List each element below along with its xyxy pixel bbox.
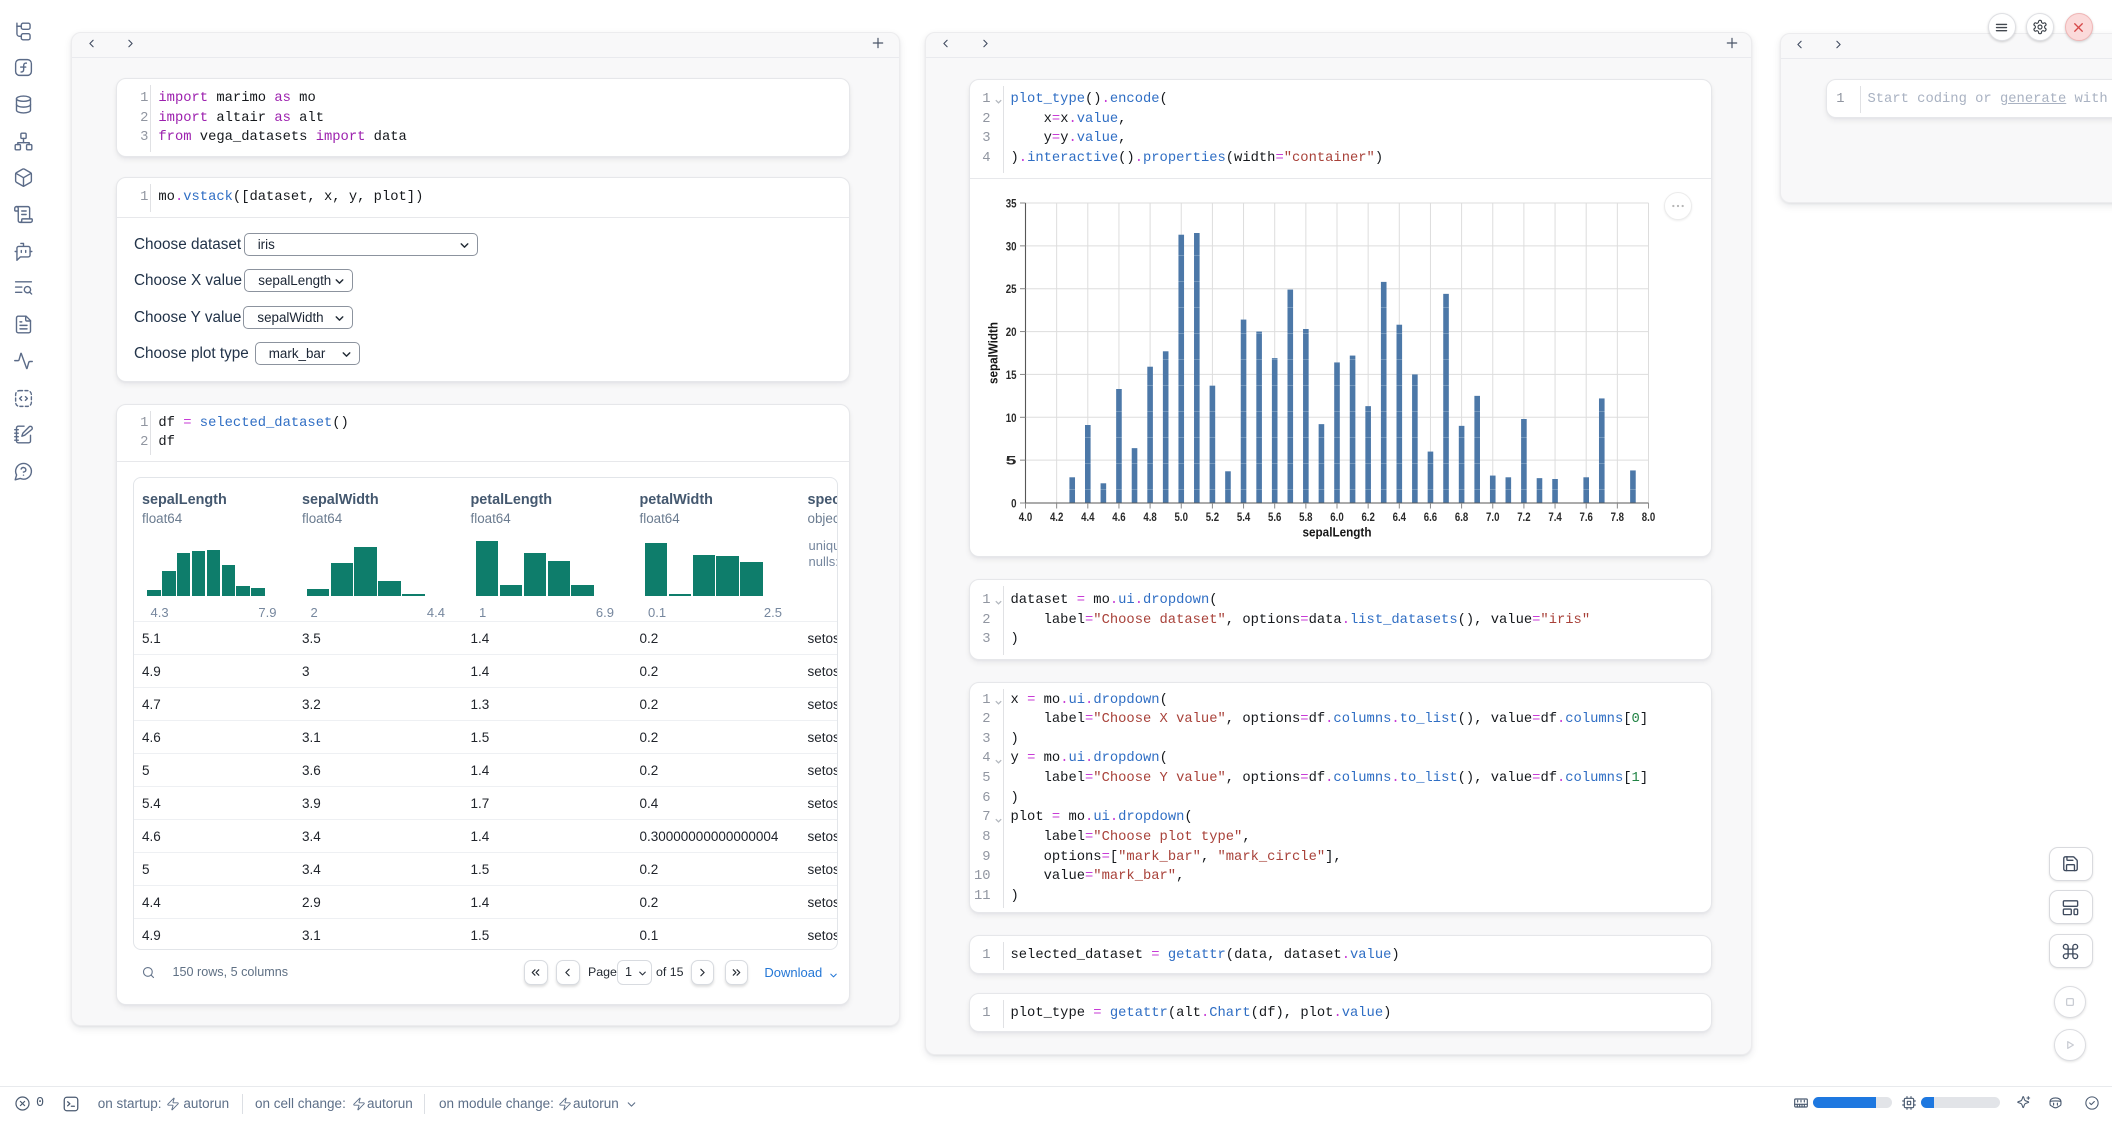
svg-text:4.8: 4.8 bbox=[1143, 510, 1157, 524]
svg-text:35: 35 bbox=[1005, 197, 1016, 211]
svg-text:6.0: 6.0 bbox=[1330, 510, 1344, 524]
svg-text:7.0: 7.0 bbox=[1486, 510, 1500, 524]
svg-text:6.6: 6.6 bbox=[1423, 510, 1437, 524]
svg-text:4.0: 4.0 bbox=[1018, 510, 1032, 524]
svg-text:5.6: 5.6 bbox=[1268, 510, 1282, 524]
svg-text:sepalWidth: sepalWidth bbox=[986, 322, 1000, 384]
svg-text:20: 20 bbox=[1005, 325, 1016, 339]
svg-text:15: 15 bbox=[1005, 368, 1016, 382]
svg-text:5.2: 5.2 bbox=[1205, 510, 1219, 524]
svg-text:25: 25 bbox=[1005, 282, 1016, 296]
svg-text:4.4: 4.4 bbox=[1081, 510, 1095, 524]
svg-text:5: 5 bbox=[1005, 454, 1017, 468]
svg-text:8.0: 8.0 bbox=[1641, 510, 1655, 524]
svg-text:4.2: 4.2 bbox=[1049, 510, 1063, 524]
svg-text:5.8: 5.8 bbox=[1299, 510, 1313, 524]
svg-text:6.4: 6.4 bbox=[1392, 510, 1406, 524]
svg-text:30: 30 bbox=[1005, 239, 1016, 253]
svg-text:7.4: 7.4 bbox=[1548, 510, 1562, 524]
svg-text:10: 10 bbox=[1005, 411, 1016, 425]
svg-text:6.8: 6.8 bbox=[1454, 510, 1468, 524]
svg-text:sepalLength: sepalLength bbox=[1302, 526, 1371, 540]
svg-text:7.8: 7.8 bbox=[1610, 510, 1624, 524]
svg-text:5.4: 5.4 bbox=[1236, 510, 1250, 524]
svg-text:4.6: 4.6 bbox=[1112, 510, 1126, 524]
svg-text:5.0: 5.0 bbox=[1174, 510, 1188, 524]
svg-text:0: 0 bbox=[1011, 497, 1017, 511]
svg-text:7.6: 7.6 bbox=[1579, 510, 1593, 524]
svg-text:7.2: 7.2 bbox=[1517, 510, 1531, 524]
svg-text:6.2: 6.2 bbox=[1361, 510, 1375, 524]
